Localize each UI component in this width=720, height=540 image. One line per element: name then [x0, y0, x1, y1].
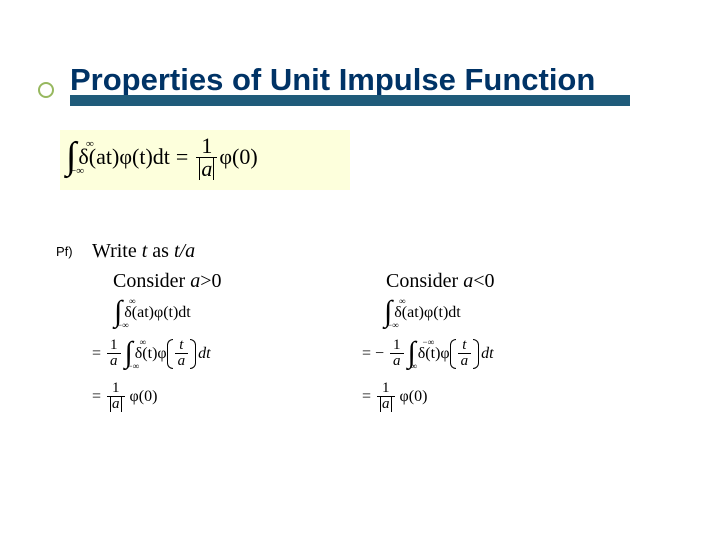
write-line: Write t as t/a — [92, 240, 195, 263]
rhs-fraction: 1 a — [196, 135, 217, 180]
title-underline — [70, 95, 630, 106]
consider-a-neg: Consider a<0 — [386, 270, 495, 293]
bullet-ring — [38, 82, 54, 98]
main-equation: ∫ ∞ −∞ δ(at)φ(t)dt = 1 a φ(0) — [60, 130, 350, 190]
title-block: Properties of Unit Impulse Function — [70, 62, 680, 104]
consider-a-pos: Consider a>0 — [113, 270, 222, 293]
proof-label: Pf) — [56, 244, 73, 259]
integral-sign: ∫ ∞ −∞ — [66, 141, 76, 174]
derivation-left: ∫ ∞ −∞ δ(at)φ(t)dt = 1 a ∫ ∞ −∞ δ(t)φ t … — [92, 300, 322, 424]
derivation-right: ∫ ∞ −∞ δ(at)φ(t)dt = − 1 a ∫ −∞ ∞ δ(t)φ … — [362, 300, 612, 424]
